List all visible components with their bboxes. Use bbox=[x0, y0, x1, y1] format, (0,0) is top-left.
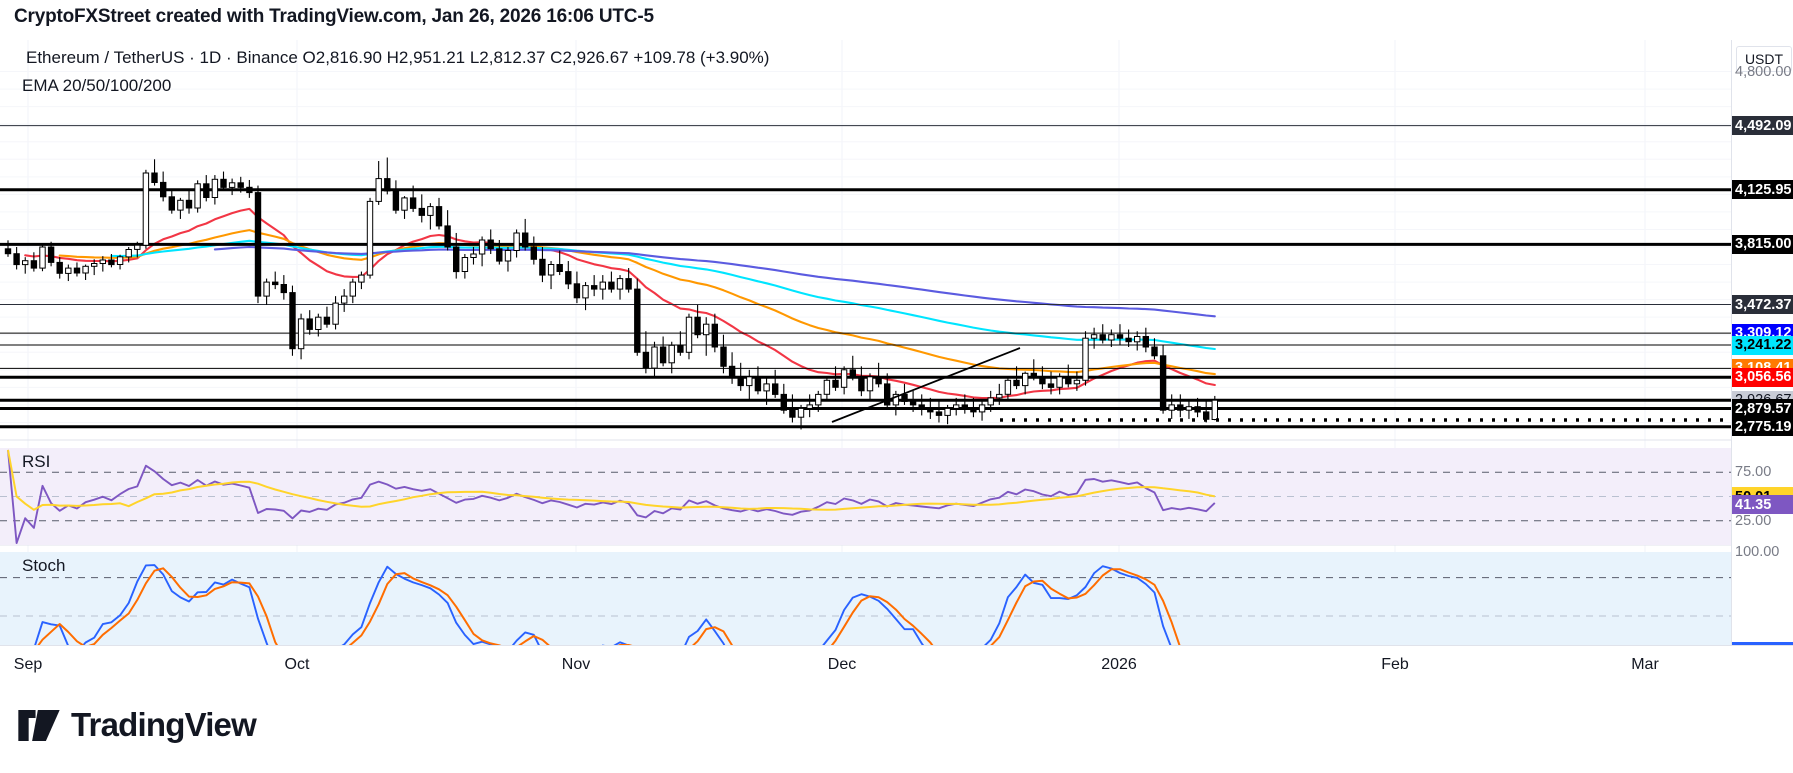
oscillator-tick: 100.00 bbox=[1735, 544, 1780, 560]
grid-lines bbox=[0, 40, 1731, 685]
time-axis[interactable]: Sep Oct Nov Dec 2026 Feb Mar bbox=[0, 645, 1793, 687]
candlestick-series bbox=[4, 157, 1218, 430]
symbol-legend: Ethereum / TetherUS · 1D · Binance O2,81… bbox=[26, 48, 770, 67]
tradingview-wordmark: TradingView bbox=[71, 706, 257, 743]
time-axis-label: Nov bbox=[561, 656, 591, 673]
time-axis-label: Oct bbox=[284, 656, 310, 673]
price-tick: 4,492.09 bbox=[1732, 116, 1793, 136]
oscillator-tick: 25.00 bbox=[1735, 512, 1772, 529]
price-scale-currency: USDT bbox=[1736, 46, 1792, 72]
price-tick: 2,775.19 bbox=[1732, 417, 1793, 437]
time-axis-label: Mar bbox=[1631, 656, 1659, 673]
time-axis-label: Feb bbox=[1381, 656, 1409, 673]
price-tick: 4,800.00 bbox=[1735, 63, 1792, 80]
footer bbox=[0, 685, 1793, 773]
price-tick: 2,879.57 bbox=[1732, 399, 1793, 418]
time-axis-label: Sep bbox=[13, 656, 43, 673]
ema-lines bbox=[24, 207, 1216, 400]
oscillator-tick: 41.35 bbox=[1732, 495, 1793, 515]
price-tick: 3,056.56 bbox=[1732, 367, 1793, 387]
price-tick: 4,125.95 bbox=[1732, 180, 1793, 200]
price-scale[interactable]: USDT 4,800.00 4,492.09 4,125.95 3,815.00 3,4… bbox=[1731, 40, 1793, 685]
credit-line: CryptoFXStreet created with TradingView.… bbox=[14, 6, 654, 27]
chart-container[interactable]: Ethereum / TetherUS · 1D · Binance O2,81… bbox=[0, 40, 1793, 685]
rsi-pane bbox=[0, 448, 1731, 545]
tradingview-logo: TradingView bbox=[18, 706, 257, 744]
tradingview-mark-icon bbox=[18, 709, 60, 741]
drawings-layer bbox=[831, 347, 1731, 423]
ema-legend: EMA 20/50/100/200 bbox=[22, 76, 172, 95]
stoch-pane-title: Stoch bbox=[22, 556, 66, 575]
price-tick: 3,241.22 bbox=[1732, 335, 1793, 355]
oscillator-tick: 75.00 bbox=[1735, 464, 1772, 481]
time-axis-label: 2026 bbox=[1101, 656, 1137, 673]
chart-plot-area[interactable] bbox=[0, 40, 1731, 685]
time-axis-label: Dec bbox=[827, 656, 857, 673]
rsi-pane-title: RSI bbox=[22, 452, 51, 471]
price-tick: 3,815.00 bbox=[1732, 234, 1793, 254]
price-tick: 3,472.37 bbox=[1732, 295, 1793, 314]
